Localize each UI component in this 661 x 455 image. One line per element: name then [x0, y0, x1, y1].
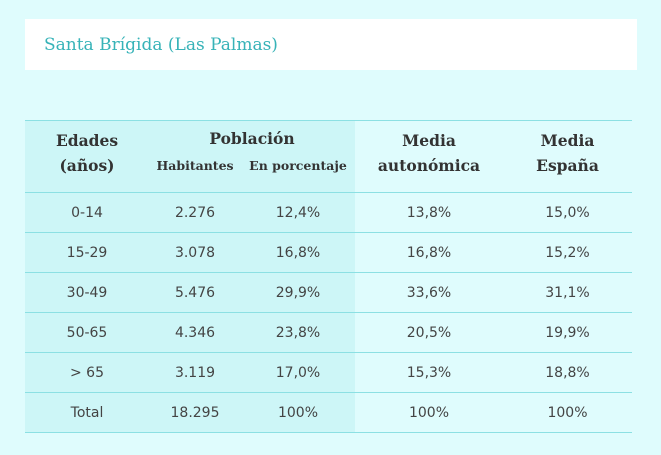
header-poblacion-label: Población [209, 129, 295, 148]
header-media-autonomica-line1: Media [402, 131, 456, 150]
cell-media-autonomica: 16,8% [355, 232, 503, 273]
header-media-espana-line2: España [536, 156, 599, 175]
header-porcentaje: En porcentaje [249, 158, 347, 173]
cell-habitantes: 5.476 [149, 272, 241, 313]
table-row: 0-14 2.276 12,4% 13,8% 15,0% [25, 192, 632, 233]
cell-habitantes: 3.078 [149, 232, 241, 273]
table-row: 15-29 3.078 16,8% 16,8% 15,2% [25, 232, 632, 273]
header-poblacion: Población Habitantes En porcentaje [149, 120, 355, 193]
cell-media-espana: 15,0% [503, 192, 632, 233]
page-title: Santa Brígida (Las Palmas) [44, 35, 278, 55]
table-row: > 65 3.119 17,0% 15,3% 18,8% [25, 352, 632, 393]
cell-habitantes: 18.295 [149, 392, 241, 433]
cell-habitantes: 3.119 [149, 352, 241, 393]
cell-porcentaje: 23,8% [241, 312, 355, 353]
cell-edad: 30-49 [25, 272, 149, 313]
table-row-total: Total 18.295 100% 100% 100% [25, 392, 632, 433]
header-edades: Edades (años) [25, 120, 149, 193]
cell-edad: 15-29 [25, 232, 149, 273]
header-edades-line1: Edades [55, 131, 119, 150]
cell-porcentaje: 12,4% [241, 192, 355, 233]
cell-edad: 50-65 [25, 312, 149, 353]
header-media-espana: Media España [503, 120, 632, 193]
cell-media-espana: 31,1% [503, 272, 632, 313]
cell-porcentaje: 16,8% [241, 232, 355, 273]
cell-media-espana: 100% [503, 392, 632, 433]
cell-porcentaje: 100% [241, 392, 355, 433]
table-row: 30-49 5.476 29,9% 33,6% 31,1% [25, 272, 632, 313]
cell-media-autonomica: 13,8% [355, 192, 503, 233]
table-header-row: Edades (años) Población Habitantes En po… [25, 120, 632, 193]
cell-habitantes: 4.346 [149, 312, 241, 353]
cell-media-autonomica: 20,5% [355, 312, 503, 353]
title-card: Santa Brígida (Las Palmas) [25, 19, 637, 70]
cell-media-espana: 15,2% [503, 232, 632, 273]
cell-media-espana: 19,9% [503, 312, 632, 353]
population-table: Edades (años) Población Habitantes En po… [25, 120, 632, 433]
header-media-espana-line1: Media [540, 131, 595, 150]
cell-media-espana: 18,8% [503, 352, 632, 393]
cell-edad: Total [25, 392, 149, 433]
header-habitantes: Habitantes [156, 158, 234, 173]
header-edades-line2: (años) [59, 156, 115, 175]
cell-media-autonomica: 15,3% [355, 352, 503, 393]
cell-edad: 0-14 [25, 192, 149, 233]
table-row: 50-65 4.346 23,8% 20,5% 19,9% [25, 312, 632, 353]
cell-porcentaje: 17,0% [241, 352, 355, 393]
cell-porcentaje: 29,9% [241, 272, 355, 313]
cell-edad: > 65 [25, 352, 149, 393]
cell-media-autonomica: 100% [355, 392, 503, 433]
header-media-autonomica-line2: autonómica [377, 156, 481, 175]
cell-media-autonomica: 33,6% [355, 272, 503, 313]
header-media-autonomica: Media autonómica [355, 120, 503, 193]
cell-habitantes: 2.276 [149, 192, 241, 233]
